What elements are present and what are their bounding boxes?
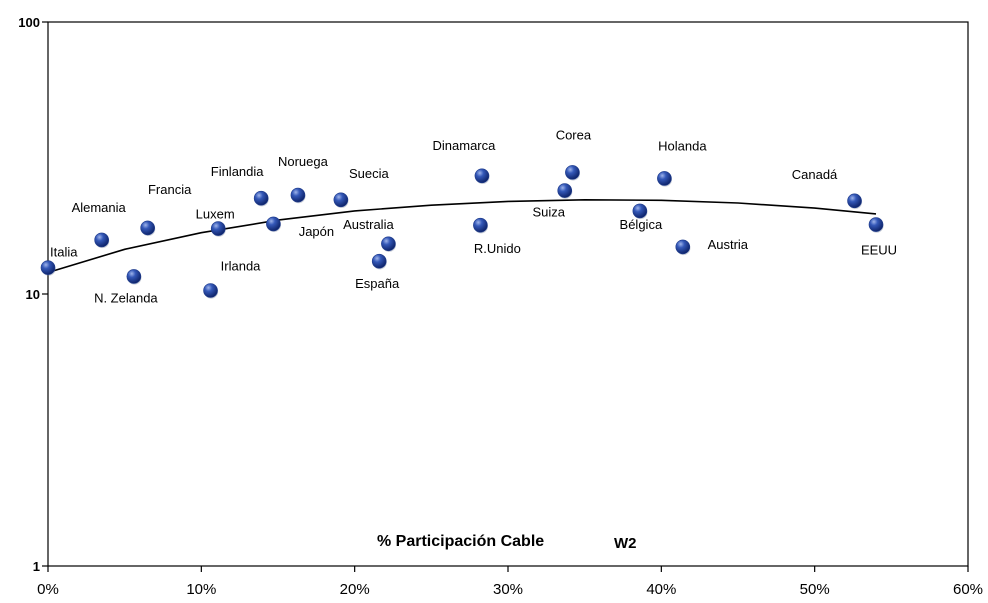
- point-label: Holanda: [658, 138, 707, 153]
- point-irlanda: [203, 283, 218, 298]
- point-label: R.Unido: [474, 241, 521, 256]
- point-label: Canadá: [792, 167, 838, 182]
- point-label: España: [355, 276, 400, 291]
- point-suecia: [333, 192, 349, 208]
- axes: 0% 10% 20% 30% 40% 50% 60% 1 10 100: [18, 15, 983, 598]
- point-label: N. Zelanda: [94, 290, 158, 305]
- point-jap-n: [266, 216, 281, 232]
- point-corea: [565, 165, 580, 180]
- point-label: Dinamarca: [433, 138, 497, 153]
- point-holanda: [657, 171, 672, 186]
- point-labels-group: Italia Alemania N. Zelanda Francia Irlanda Lu…: [50, 127, 897, 305]
- point-eeuu: [868, 217, 884, 232]
- x-axis-title-suffix: W2: [614, 535, 637, 552]
- point-label: Suiza: [532, 205, 565, 220]
- point-noruega: [290, 187, 306, 203]
- x-tick-label: 30%: [493, 581, 523, 598]
- x-tick-label: 40%: [646, 581, 676, 598]
- point-finlandia: [253, 190, 269, 206]
- point-canad-: [847, 193, 862, 209]
- point-label: Australia: [343, 217, 394, 232]
- y-tick-label: 1: [33, 559, 40, 574]
- point-label: Finlandia: [211, 164, 265, 179]
- y-tick-label: 100: [18, 15, 40, 30]
- point-dinamarca: [474, 168, 490, 184]
- x-tick-label: 50%: [800, 581, 830, 598]
- trendline: [47, 198, 877, 274]
- x-tick-label: 20%: [340, 581, 370, 598]
- point-b-lgica: [632, 203, 648, 219]
- x-tick-label: 0%: [37, 581, 59, 598]
- point-italia: [40, 260, 56, 275]
- point-label: Italia: [50, 245, 78, 260]
- point-label: Irlanda: [221, 259, 262, 274]
- point-n-zelanda: [126, 269, 142, 284]
- point-label: EEUU: [861, 243, 897, 258]
- point-label: Corea: [556, 127, 592, 142]
- point-espa-a: [371, 253, 387, 269]
- plot-frame: [47, 21, 969, 567]
- point-francia: [140, 220, 155, 236]
- point-label: Luxem: [196, 207, 235, 222]
- point-label: Alemania: [72, 200, 127, 215]
- y-tick-label: 10: [26, 287, 40, 302]
- point-alemania: [94, 232, 109, 248]
- point-label: Bélgica: [620, 217, 663, 232]
- trendline-group: [47, 198, 877, 274]
- x-tick-label: 60%: [953, 581, 983, 598]
- x-axis-title: % Participación Cable: [377, 533, 544, 550]
- point-r-unido: [473, 217, 488, 233]
- point-luxem: [210, 221, 226, 236]
- point-suiza: [557, 183, 573, 198]
- point-label: Francia: [148, 182, 192, 197]
- point-label: Japón: [299, 224, 334, 239]
- point-label: Noruega: [278, 154, 329, 169]
- point-label: Suecia: [349, 166, 390, 181]
- points-group: [40, 165, 884, 299]
- point-australia: [381, 236, 396, 252]
- point-austria: [675, 239, 691, 255]
- point-label: Austria: [708, 237, 749, 252]
- x-tick-label: 10%: [186, 581, 216, 598]
